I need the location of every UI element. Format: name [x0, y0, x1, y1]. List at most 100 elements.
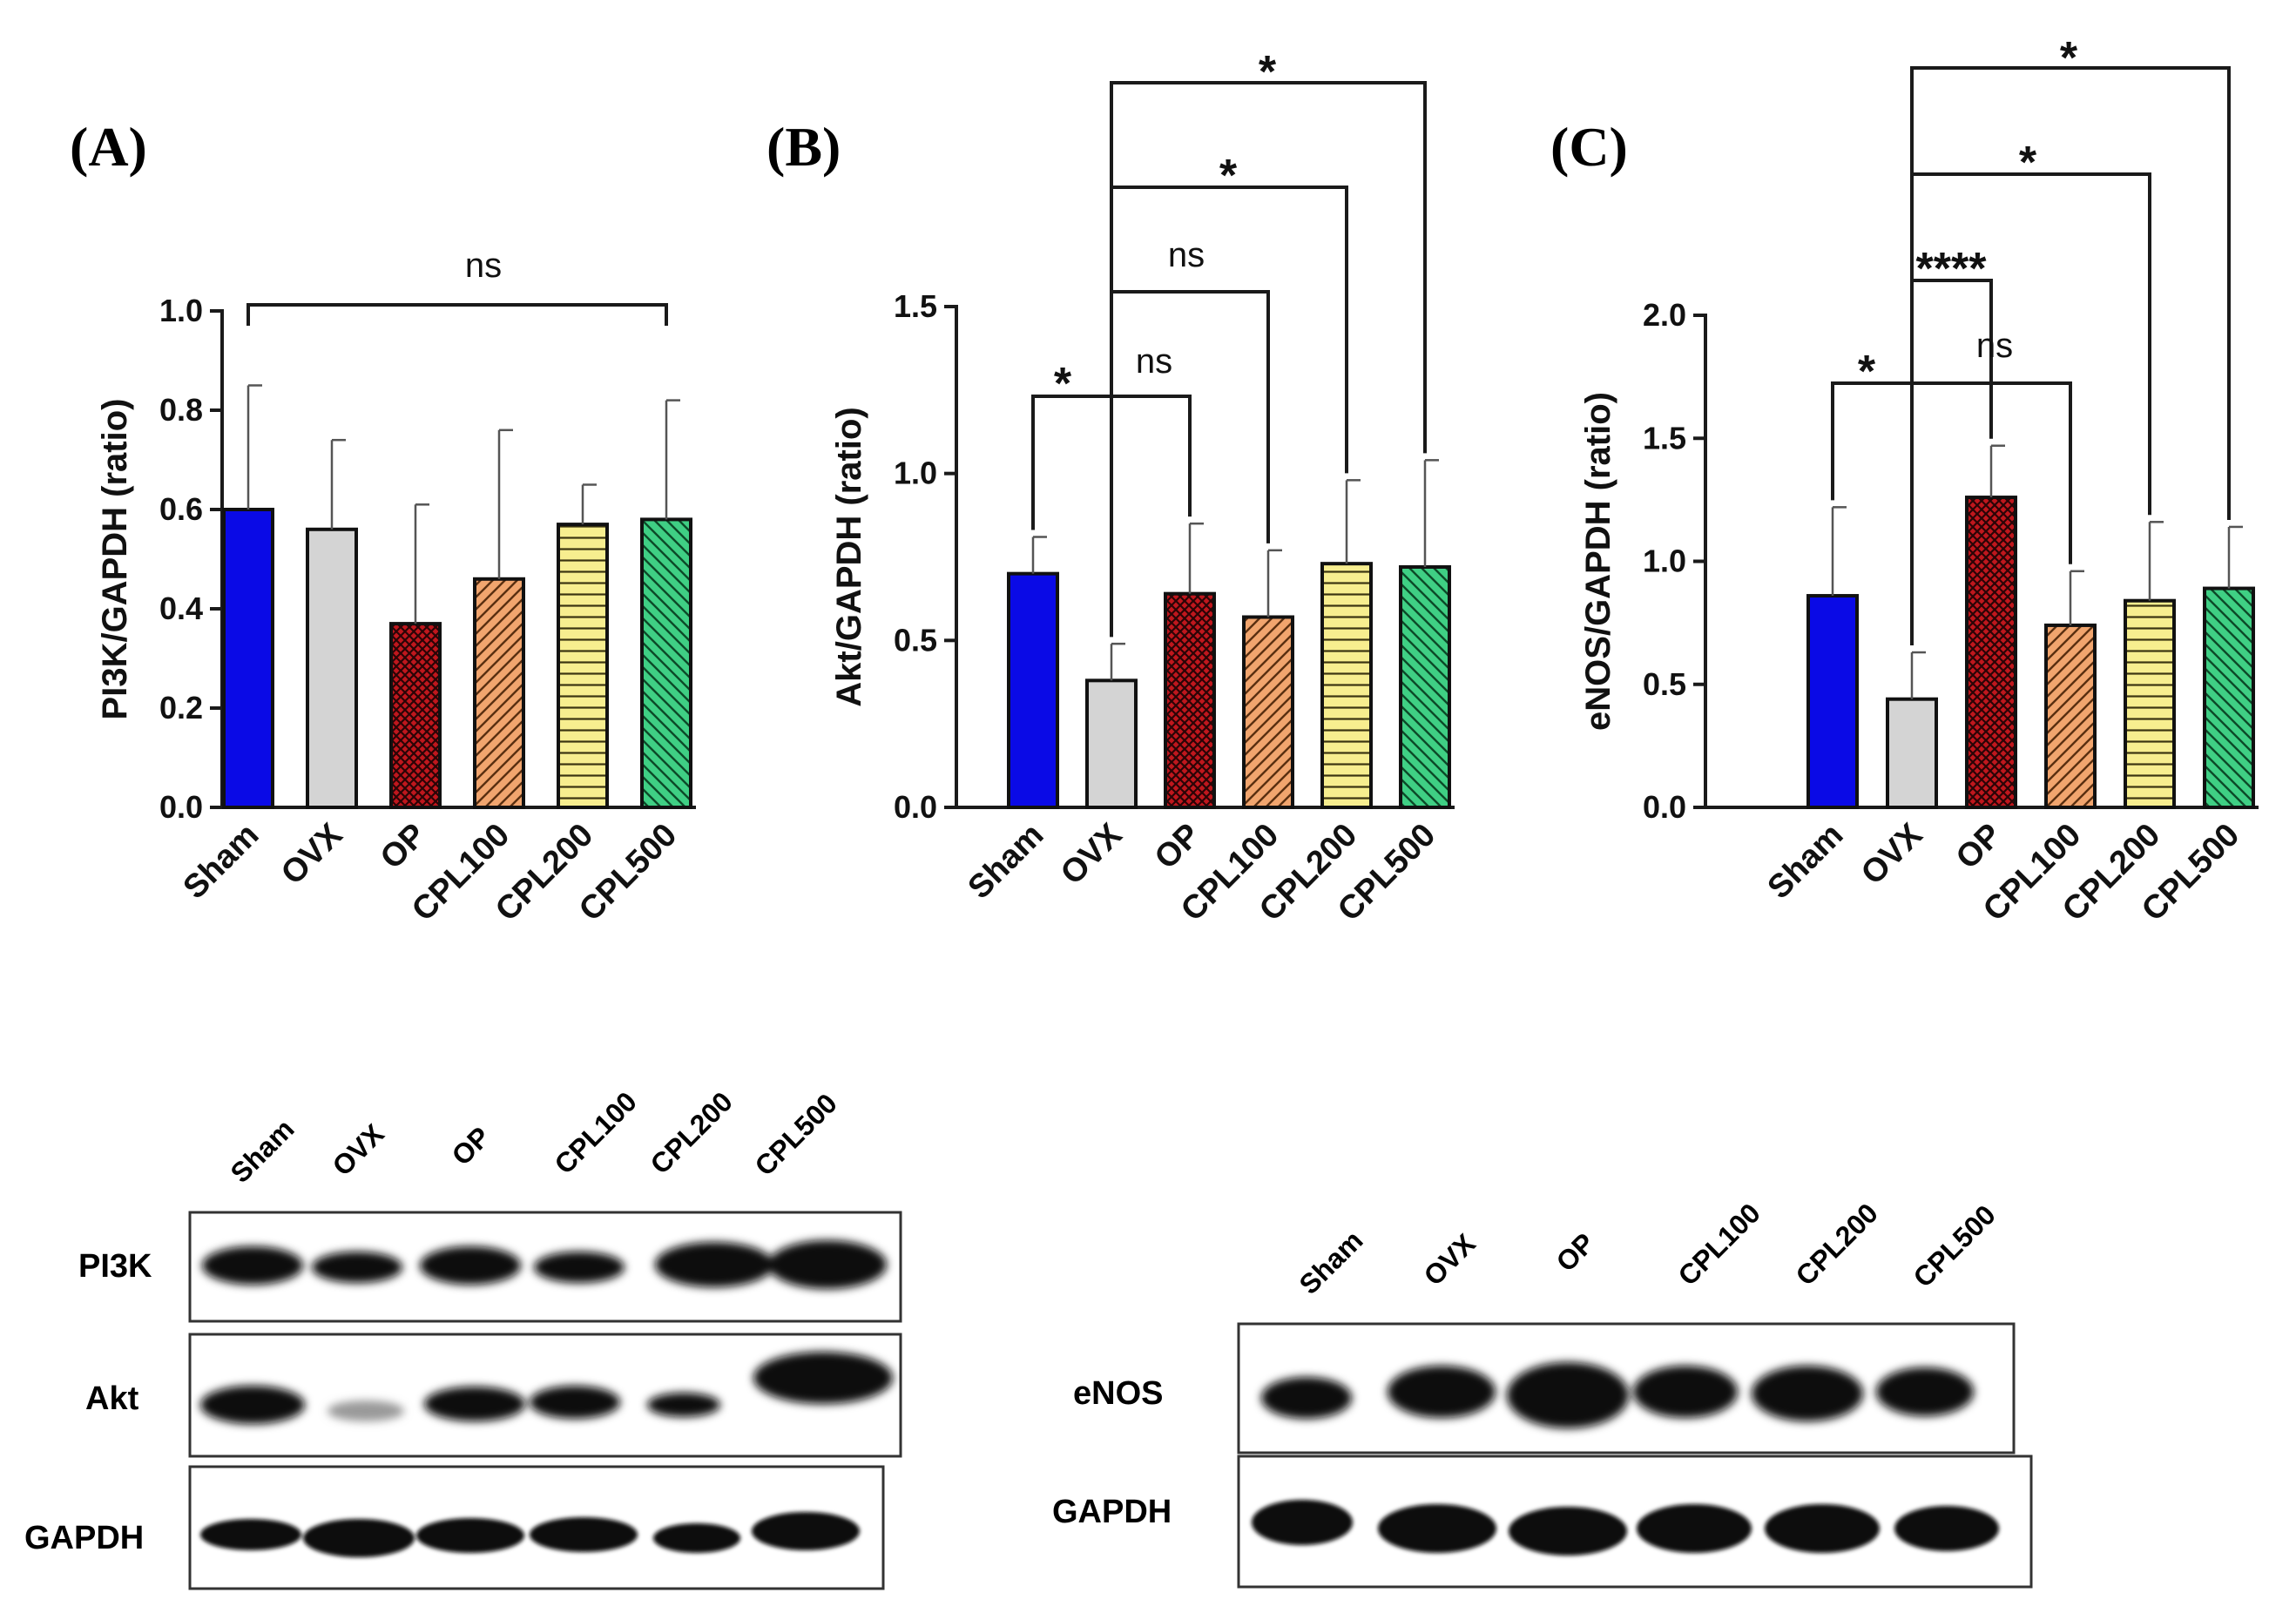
bar-cpl200 — [1320, 562, 1373, 810]
bar-op — [1164, 591, 1216, 810]
blot-band — [1765, 1504, 1880, 1553]
bar-cpl500 — [640, 517, 692, 810]
blot-bands-gapdh-left — [200, 1512, 860, 1557]
panel-letter-a: (A) — [70, 116, 147, 178]
significance-label: ns — [1168, 236, 1205, 274]
blot-band — [530, 1386, 620, 1419]
significance-label: * — [1858, 347, 1876, 397]
x-tick-label: OP — [1949, 817, 2009, 877]
blot-band — [202, 1246, 303, 1285]
blot-band — [1507, 1362, 1629, 1428]
blot-band — [1752, 1366, 1863, 1421]
blot-band — [200, 1386, 305, 1424]
blot-band — [200, 1519, 301, 1550]
y-tick-label: 1.0 — [894, 456, 937, 491]
panel-letter-b: (B) — [766, 116, 841, 178]
blot-left-lane-labels: Sham OVX OP CPL100 CPL200 CPL500 — [224, 1085, 842, 1188]
significance-bracket — [1110, 186, 1348, 638]
bar-op — [1965, 496, 2017, 809]
blot-band — [416, 1518, 524, 1553]
bar-cpl500 — [2203, 586, 2255, 810]
significance-label: **** — [1916, 244, 1988, 294]
bar-cpl100 — [2044, 623, 2097, 810]
x-tick-label: OVX — [1854, 816, 1930, 892]
blot-band — [768, 1240, 887, 1289]
bar-ovx — [1085, 678, 1138, 809]
y-tick-label: 0.6 — [159, 491, 203, 527]
blot-lane-label: CPL500 — [1907, 1198, 2001, 1292]
significance-label: ns — [465, 246, 502, 285]
blot-bands-enos — [1261, 1362, 1974, 1428]
blot-band — [1378, 1504, 1496, 1553]
y-tick-label: 0.5 — [1643, 666, 1686, 702]
blot-lane-label: CPL200 — [1789, 1197, 1883, 1291]
y-tick-label: 1.0 — [1643, 543, 1686, 579]
blot-row-label-pi3k: PI3K — [78, 1248, 152, 1285]
y-tick-label: 1.5 — [1643, 420, 1686, 456]
x-tick-label: OP — [1148, 817, 1208, 877]
significance-bracket — [1910, 66, 2231, 646]
blot-band — [1509, 1507, 1627, 1556]
significance-label: * — [1259, 47, 1277, 98]
y-tick-label: 1.5 — [894, 288, 937, 324]
western-blot-left: Sham OVX OP CPL100 CPL200 CPL500 PI3K Ak… — [24, 1085, 902, 1590]
chart-pi3k: 0.0 0.2 0.4 0.6 0.8 1.0 PI3K/GAPDH (ratio) Sham… — [96, 246, 696, 928]
y-tick-label: 0.0 — [1643, 789, 1686, 825]
blot-band — [530, 1517, 638, 1552]
significance-label: * — [2060, 33, 2078, 84]
y-tick-label: 0.8 — [159, 392, 203, 428]
y-tick-label: 0.4 — [159, 591, 203, 626]
y-tick-label: 0.0 — [894, 789, 937, 825]
x-tick-label: OP — [374, 817, 434, 877]
bar-sham — [222, 508, 274, 809]
blot-band — [1894, 1506, 1999, 1551]
panel-letter-c: (C) — [1550, 116, 1628, 178]
bar-cpl500 — [1399, 565, 1451, 809]
blot-lane-label: CPL500 — [748, 1087, 842, 1181]
blot-lane-label: Sham — [224, 1113, 300, 1189]
blot-band — [1252, 1500, 1353, 1545]
x-tick-label: Sham — [961, 817, 1050, 907]
blot-lane-label: CPL100 — [548, 1085, 642, 1179]
bar-ovx — [1886, 697, 1938, 810]
blot-band — [420, 1246, 521, 1285]
blot-lane-label: OVX — [326, 1117, 390, 1182]
blot-band — [303, 1519, 415, 1557]
bar-ovx — [306, 527, 358, 809]
significance-label: * — [1219, 151, 1238, 201]
blot-lane-label: CPL200 — [644, 1085, 738, 1179]
blot-bands-akt — [200, 1352, 893, 1424]
blot-band — [1633, 1366, 1738, 1418]
blot-band — [1637, 1504, 1752, 1553]
y-axis-title: Akt/GAPDH (ratio) — [830, 407, 868, 706]
blot-band — [1876, 1367, 1974, 1416]
significance-label: * — [2019, 138, 2037, 188]
bar-cpl200 — [557, 523, 609, 809]
blot-band — [647, 1393, 720, 1417]
y-tick-label: 0.2 — [159, 690, 203, 726]
blot-band — [753, 1352, 893, 1404]
blot-right-lane-labels: Sham OVX OP CPL100 CPL200 CPL500 — [1293, 1197, 2001, 1299]
x-tick-label: OVX — [1054, 816, 1130, 892]
significance-label: ns — [1136, 342, 1172, 381]
bar-cpl200 — [2124, 598, 2176, 810]
blot-lane-label: OP — [445, 1121, 496, 1171]
blot-band — [653, 1523, 740, 1553]
chart-enos: 0.0 0.5 1.0 1.5 2.0 eNOS/GAPDH (ratio) Sham OVX… — [1579, 33, 2259, 928]
y-tick-label: 1.0 — [159, 293, 203, 328]
blot-band — [1261, 1377, 1352, 1419]
x-tick-label: OVX — [274, 816, 350, 892]
blot-lane-label: Sham — [1293, 1225, 1368, 1300]
y-tick-label: 0.5 — [894, 622, 937, 658]
y-tick-label: 2.0 — [1643, 297, 1686, 333]
bar-sham — [1806, 594, 1859, 809]
blot-band — [312, 1252, 402, 1283]
blot-lane-label: CPL100 — [1671, 1197, 1766, 1291]
blot-lane-label: OP — [1550, 1227, 1600, 1278]
bar-sham — [1007, 571, 1059, 810]
blot-lane-label: OVX — [1417, 1227, 1482, 1292]
significance-bracket — [246, 303, 668, 326]
blot-row-label-gapdh: GAPDH — [24, 1520, 144, 1556]
